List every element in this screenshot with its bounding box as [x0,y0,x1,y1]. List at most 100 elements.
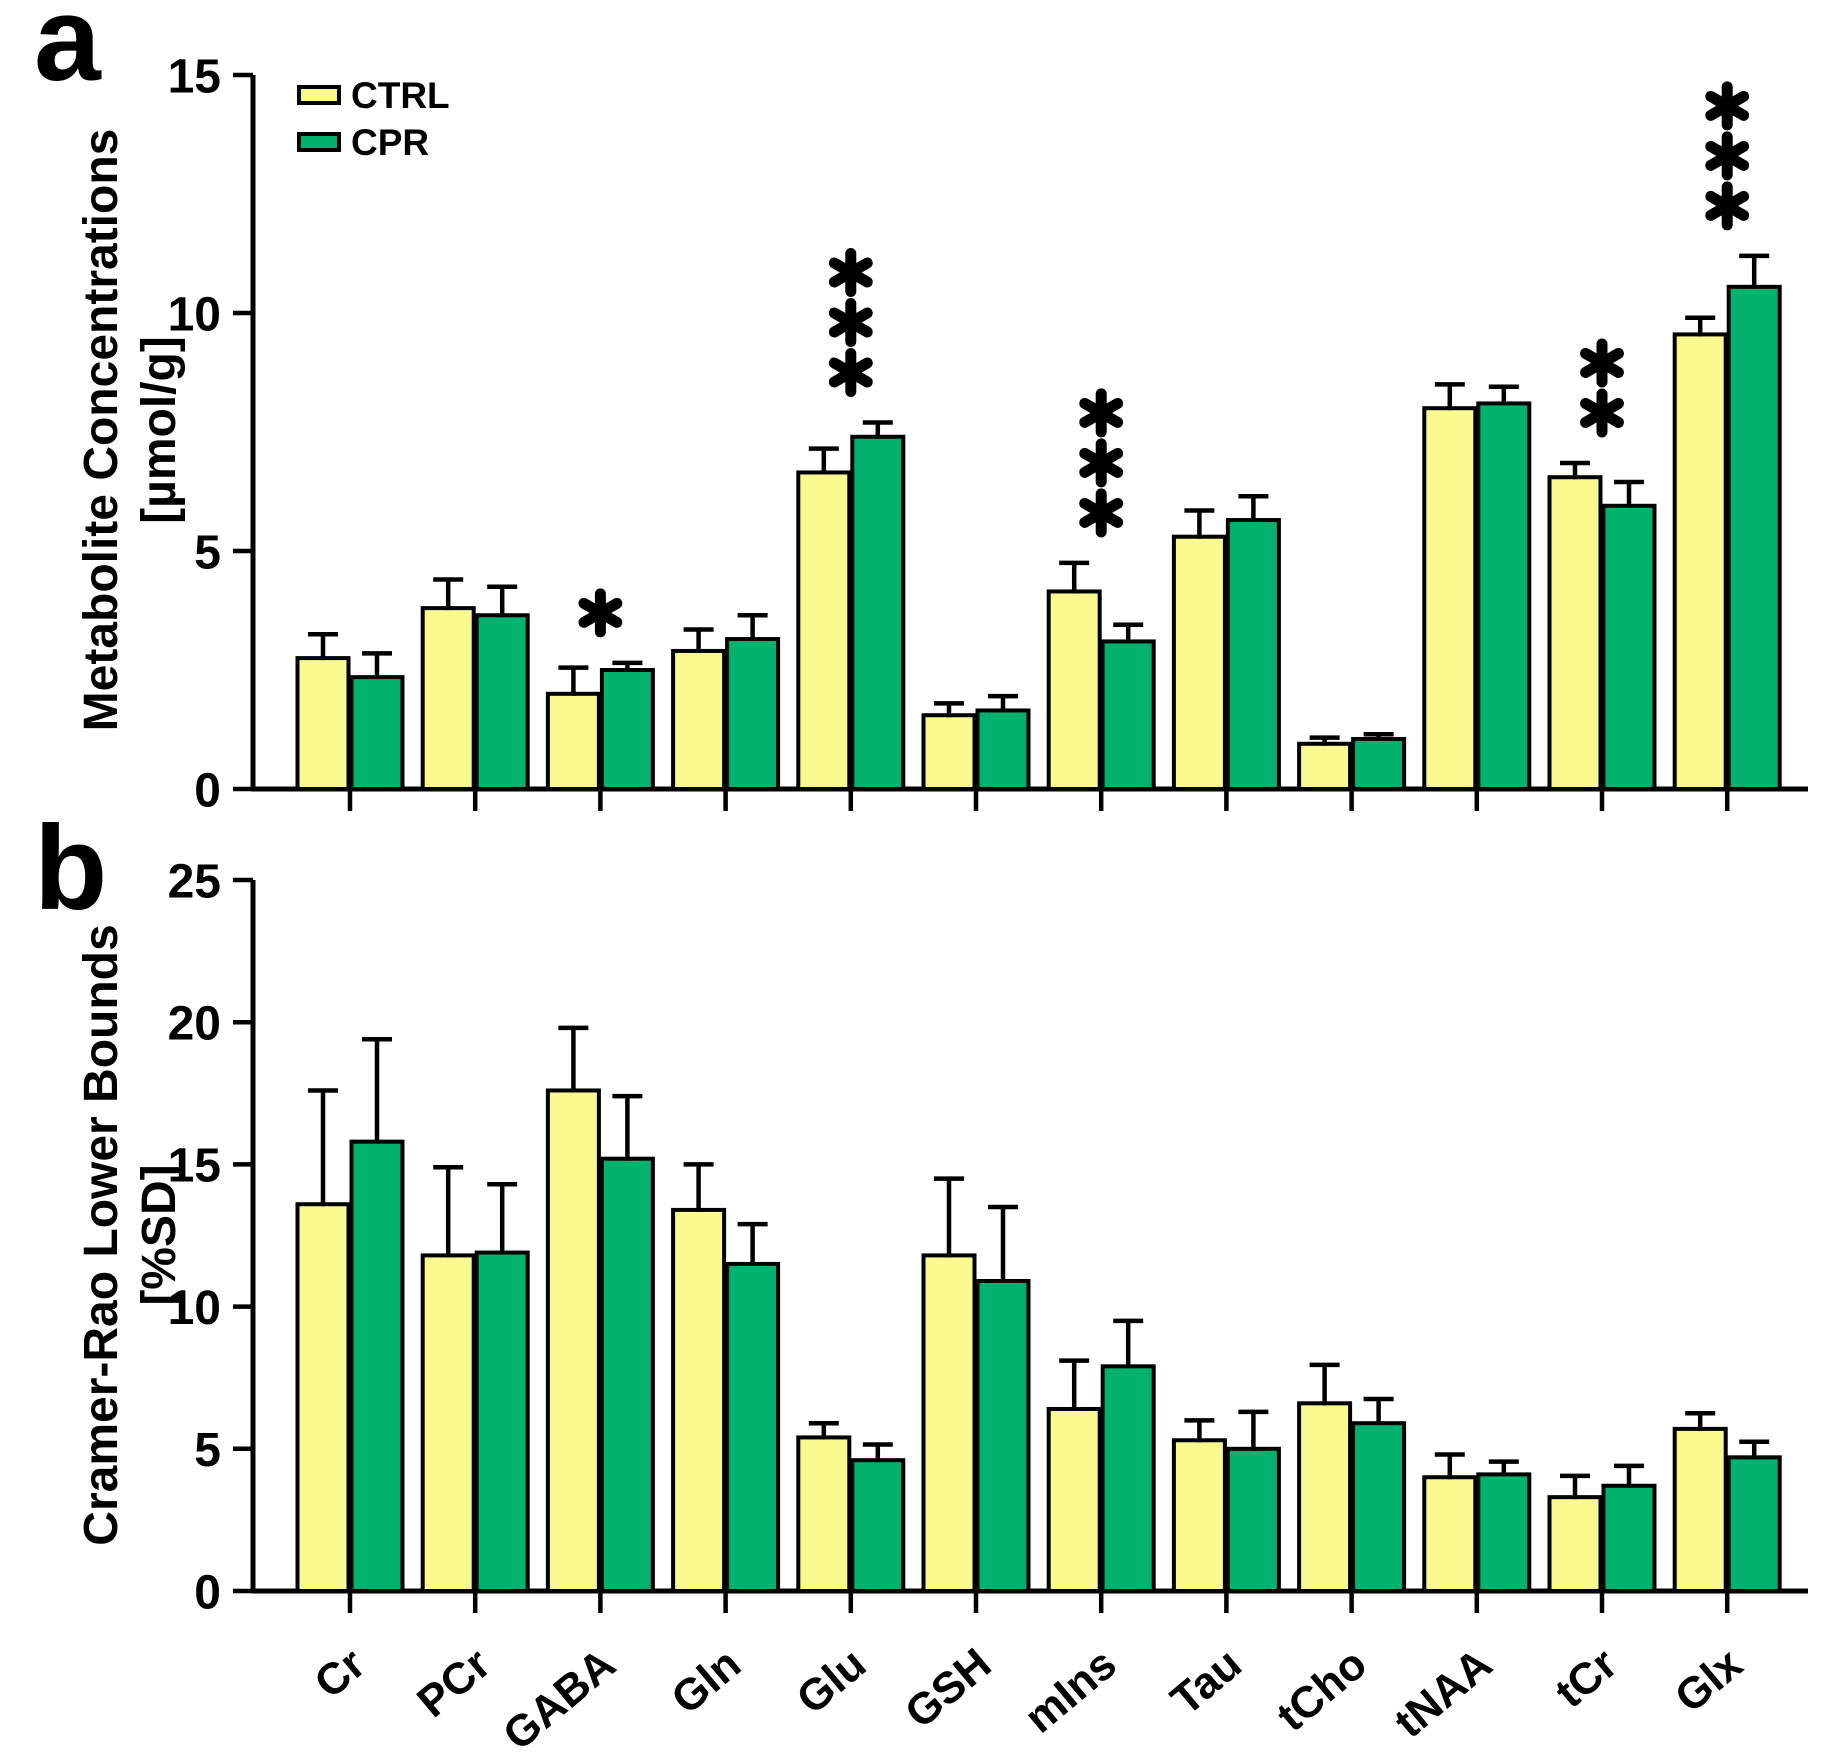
significance-asterisk-icon [1079,397,1124,428]
bar-group-tCho [1297,1362,1407,1613]
panel-a-ylabel-line2: [µmol/g] [133,336,186,524]
bar-cpr-Gln [725,637,781,791]
bar-group-tNAA [1422,1452,1532,1613]
legend-label-ctrl: CTRL [351,74,450,116]
significance-asterisk-icon [1705,140,1750,171]
y-tick-label-a: 10 [168,288,221,341]
bar-cpr-Glu [850,1458,906,1594]
x-category-label-tNAA: tNAA [1385,1639,1501,1747]
bar-ctrl-PCr [420,606,476,791]
bar-ctrl-mIns [1046,1406,1102,1594]
bar-ctrl-tCr [1547,475,1603,791]
bar-group-Glx [1672,81,1782,811]
bar-group-Glx [1672,1411,1782,1613]
y-tick-label-b: 25 [168,855,221,908]
bar-group-tCr [1547,1463,1657,1613]
bar-cpr-Tau [1225,518,1281,791]
bar-cpr-mIns [1100,1364,1156,1593]
significance-asterisk-icon [1705,90,1750,121]
bar-ctrl-tNAA [1422,1475,1478,1593]
significance-marker-tCr [1580,338,1624,438]
bar-group-GSH [921,693,1031,811]
x-category-label-Cr: Cr [305,1639,374,1708]
bar-ctrl-Gln [671,1207,727,1594]
significance-asterisk-icon [578,597,623,628]
bar-cpr-GSH [975,1279,1031,1594]
y-tick-label-b: 10 [168,1282,221,1335]
bar-ctrl-Glx [1672,332,1728,791]
bar-ctrl-Glu [796,470,852,791]
x-category-label-Glx: Glx [1666,1639,1752,1722]
bar-ctrl-Tau [1171,1438,1227,1593]
bar-ctrl-GABA [545,1088,601,1594]
x-category-label-Glu: Glu [788,1639,876,1724]
bar-ctrl-Glu [796,1435,852,1593]
bar-group-Glu [796,1420,906,1613]
bar-cpr-Glx [1726,284,1782,791]
x-category-label-tCr: tCr [1546,1639,1626,1717]
bar-cpr-Cr [349,1139,405,1593]
significance-asterisk-icon [1079,497,1124,528]
legend-swatch-ctrl-icon [297,85,341,105]
bar-ctrl-mIns [1046,589,1102,792]
bar-group-GSH [921,1176,1031,1613]
bar-cpr-mIns [1100,639,1156,791]
y-tick-label-a: 0 [194,764,221,817]
bar-cpr-Cr [349,675,405,792]
bar-cpr-tCr [1601,503,1657,791]
bar-cpr-Tau [1225,1446,1281,1594]
bar-ctrl-GABA [545,691,601,791]
y-tick-label-a: 5 [194,526,221,579]
x-category-label-mIns: mIns [1015,1639,1125,1743]
panel-b-ylabel-line1: Cramer-Rao Lower Bounds [75,924,128,1546]
x-category-label-GABA: GABA [494,1639,625,1756]
bar-cpr-tNAA [1476,401,1532,791]
bar-group-Gln [671,1162,781,1613]
y-tick-label-b: 0 [194,1566,221,1619]
legend-item-cpr: CPR [297,124,450,161]
bar-ctrl-Glx [1672,1426,1728,1593]
bar-group-Glu [796,247,906,811]
significance-asterisk-icon [828,357,873,388]
bar-group-Gln [671,613,781,811]
bar-cpr-PCr [474,1250,530,1593]
bar-group-GABA [545,1025,655,1613]
panel-a: 0 5 10 15 [168,50,1808,817]
significance-marker-Glx [1705,81,1750,231]
legend-swatch-cpr-icon [297,132,341,152]
bar-group-Tau [1171,1409,1281,1613]
bar-cpr-Glx [1726,1455,1782,1594]
panel-a-ylabel-line1: Metabolite Concentrations [75,128,128,732]
bar-cpr-GABA [599,1156,655,1594]
panel-b-ylabel-line2: [%SD] [133,1164,186,1306]
significance-marker-mIns [1079,388,1124,538]
bar-cpr-PCr [474,613,530,792]
significance-asterisk-icon [1705,190,1750,221]
significance-asterisk-icon [828,307,873,338]
bar-group-GABA [545,588,655,811]
bar-group-PCr [420,577,530,811]
bar-cpr-tCr [1601,1483,1657,1593]
bar-group-tCr [1547,338,1657,811]
bar-ctrl-tCho [1297,1401,1353,1594]
significance-marker-GABA [578,588,623,638]
bar-group-Cr [295,632,405,811]
bar-cpr-tNAA [1476,1472,1532,1593]
bar-cpr-tCho [1351,1421,1407,1593]
bar-group-mIns [1046,1318,1156,1613]
bar-ctrl-Gln [671,648,727,792]
y-tick-label-b: 15 [168,1140,221,1193]
significance-asterisk-icon [828,257,873,288]
y-tick-label-b: 5 [194,1424,221,1477]
significance-asterisk-icon [1580,397,1624,428]
bar-group-PCr [420,1164,530,1613]
bar-ctrl-PCr [420,1253,476,1593]
bar-group-Cr [295,1037,405,1613]
bar-cpr-Gln [725,1261,781,1593]
bar-ctrl-Tau [1171,534,1227,791]
panel-b-letter: b [34,801,108,935]
bar-ctrl-tNAA [1422,406,1478,791]
y-tick-label-b: 20 [168,997,221,1050]
